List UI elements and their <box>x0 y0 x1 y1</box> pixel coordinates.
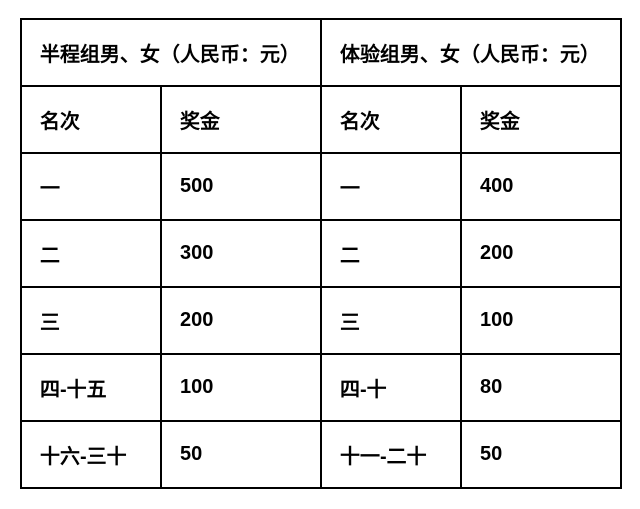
cell-left-prize: 100 <box>161 354 321 421</box>
group-header-right: 体验组男、女（人民币：元） <box>321 19 621 86</box>
table-row: 十六-三十 50 十一-二十 50 <box>21 421 621 488</box>
cell-left-prize: 50 <box>161 421 321 488</box>
cell-left-prize: 500 <box>161 153 321 220</box>
table-row: 四-十五 100 四-十 80 <box>21 354 621 421</box>
cell-right-rank: 一 <box>321 153 461 220</box>
table-row: 一 500 一 400 <box>21 153 621 220</box>
col-header-right-rank: 名次 <box>321 86 461 153</box>
col-header-left-rank: 名次 <box>21 86 161 153</box>
cell-right-rank: 二 <box>321 220 461 287</box>
table-row: 二 300 二 200 <box>21 220 621 287</box>
cell-left-rank: 四-十五 <box>21 354 161 421</box>
table-row: 三 200 三 100 <box>21 287 621 354</box>
cell-right-rank: 十一-二十 <box>321 421 461 488</box>
cell-right-prize: 100 <box>461 287 621 354</box>
cell-left-prize: 200 <box>161 287 321 354</box>
group-header-row: 半程组男、女（人民币：元） 体验组男、女（人民币：元） <box>21 19 621 86</box>
column-header-row: 名次 奖金 名次 奖金 <box>21 86 621 153</box>
cell-right-rank: 四-十 <box>321 354 461 421</box>
cell-right-prize: 80 <box>461 354 621 421</box>
cell-right-prize: 50 <box>461 421 621 488</box>
cell-right-prize: 400 <box>461 153 621 220</box>
col-header-left-prize: 奖金 <box>161 86 321 153</box>
cell-left-rank: 十六-三十 <box>21 421 161 488</box>
cell-left-rank: 一 <box>21 153 161 220</box>
prize-table: 半程组男、女（人民币：元） 体验组男、女（人民币：元） 名次 奖金 名次 奖金 … <box>20 18 622 489</box>
cell-left-rank: 三 <box>21 287 161 354</box>
cell-left-rank: 二 <box>21 220 161 287</box>
cell-right-prize: 200 <box>461 220 621 287</box>
table-container: 半程组男、女（人民币：元） 体验组男、女（人民币：元） 名次 奖金 名次 奖金 … <box>0 0 640 507</box>
group-header-left: 半程组男、女（人民币：元） <box>21 19 321 86</box>
col-header-right-prize: 奖金 <box>461 86 621 153</box>
cell-right-rank: 三 <box>321 287 461 354</box>
cell-left-prize: 300 <box>161 220 321 287</box>
